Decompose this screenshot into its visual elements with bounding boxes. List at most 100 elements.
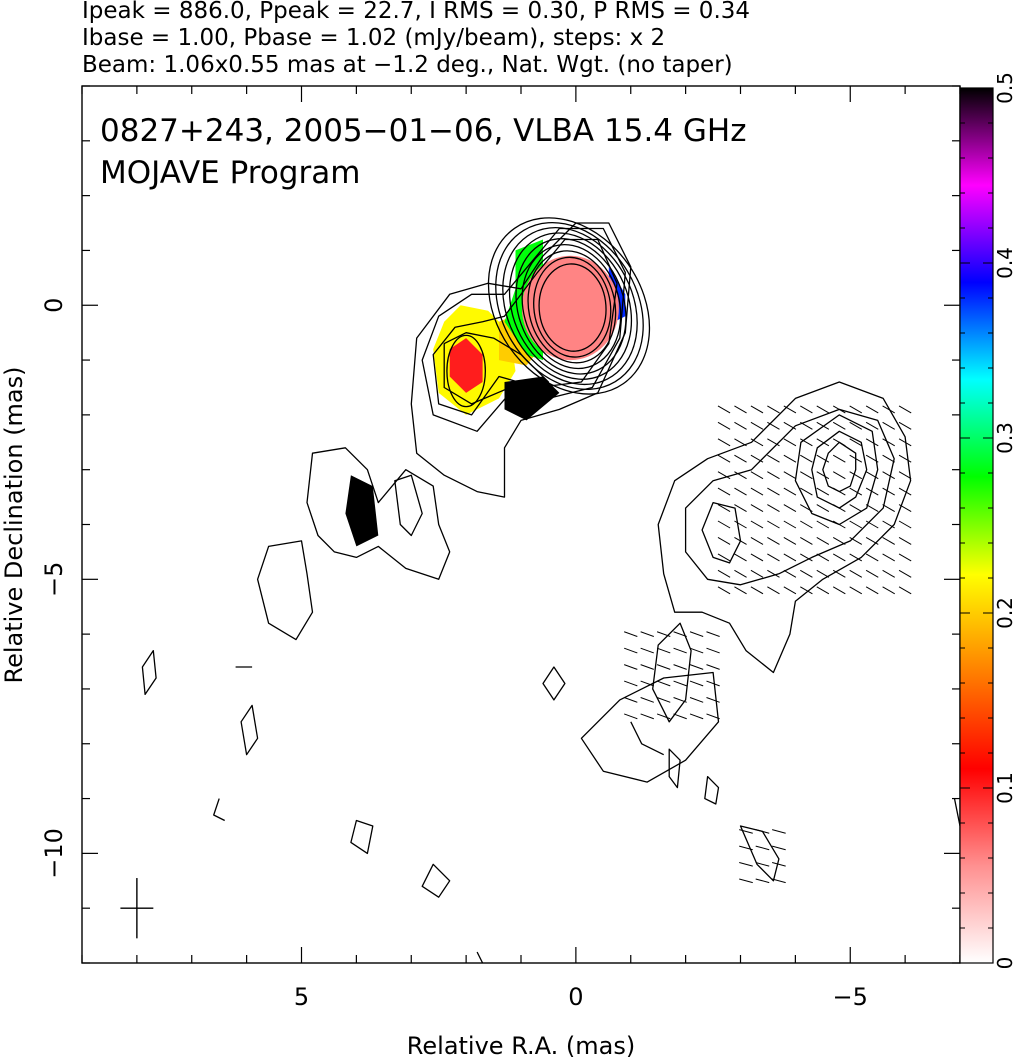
evpa-stick-0 bbox=[717, 421, 731, 430]
contour-far-west-pair-1 bbox=[704, 775, 720, 805]
evpa-stick-2 bbox=[739, 878, 753, 884]
evpa-stick-1 bbox=[624, 713, 638, 720]
evpa-stick-0 bbox=[849, 487, 863, 496]
evpa-stick-1 bbox=[640, 631, 654, 637]
plot-frame bbox=[81, 85, 961, 964]
contour-core-4 bbox=[515, 238, 627, 375]
evpa-stick-1 bbox=[673, 680, 687, 687]
y-axis-label: Relative Declination (mas) bbox=[0, 366, 28, 683]
evpa-stick-1 bbox=[673, 713, 687, 720]
evpa-stick-1 bbox=[689, 631, 704, 637]
evpa-stick-1 bbox=[673, 647, 687, 654]
evpa-stick-0 bbox=[750, 405, 764, 414]
evpa-stick-0 bbox=[882, 504, 895, 512]
evpa-stick-0 bbox=[865, 553, 879, 562]
evpa-stick-0 bbox=[865, 454, 879, 463]
evpa-stick-0 bbox=[832, 405, 846, 414]
evpa-stick-0 bbox=[734, 520, 747, 529]
evpa-stick-0 bbox=[750, 421, 764, 430]
evpa-stick-0 bbox=[783, 471, 797, 480]
evpa-stick-1 bbox=[624, 680, 638, 687]
evpa-stick-1 bbox=[640, 697, 654, 703]
evpa-stick-0 bbox=[717, 553, 731, 562]
evpa-stick-0 bbox=[816, 586, 830, 595]
evpa-stick-0 bbox=[800, 553, 813, 562]
evpa-stick-0 bbox=[898, 487, 912, 496]
contour-core-3 bbox=[508, 232, 633, 380]
evpa-stick-0 bbox=[767, 405, 780, 414]
contour-core-0 bbox=[487, 217, 651, 395]
evpa-stick-1 bbox=[640, 713, 654, 720]
evpa-stick-0 bbox=[882, 537, 895, 545]
evpa-stick-2 bbox=[755, 845, 770, 851]
evpa-stick-0 bbox=[717, 504, 731, 512]
x-axis-label: Relative R.A. (mas) bbox=[407, 1032, 635, 1060]
evpa-stick-0 bbox=[800, 569, 813, 578]
evpa-stick-0 bbox=[717, 537, 731, 545]
evpa-stick-0 bbox=[849, 569, 863, 578]
evpa-stick-0 bbox=[734, 504, 747, 512]
evpa-stick-0 bbox=[849, 438, 863, 447]
evpa-stick-0 bbox=[750, 520, 764, 529]
evpa-stick-2 bbox=[772, 862, 786, 867]
evpa-stick-0 bbox=[734, 586, 747, 595]
contour-mid-blob-2 bbox=[652, 622, 692, 723]
evpa-stick-1 bbox=[706, 680, 720, 687]
evpa-stick-0 bbox=[832, 421, 846, 430]
evpa-stick-0 bbox=[783, 569, 797, 578]
evpa-stick-0 bbox=[734, 421, 747, 430]
evpa-stick-0 bbox=[832, 569, 846, 578]
evpa-stick-1 bbox=[706, 647, 720, 654]
evpa-stick-1 bbox=[706, 713, 720, 720]
contour-small-knots-5 bbox=[476, 951, 484, 963]
header-line-1: Ipeak = 886.0, Ppeak = 22.7, I RMS = 0.3… bbox=[82, 0, 751, 24]
contour-jet-0 bbox=[421, 227, 626, 432]
cb-tick-label: 0 bbox=[993, 957, 1017, 970]
evpa-stick-1 bbox=[673, 697, 687, 703]
evpa-stick-0 bbox=[717, 471, 731, 480]
evpa-stick-0 bbox=[849, 471, 863, 480]
evpa-stick-0 bbox=[849, 504, 863, 512]
evpa-stick-1 bbox=[624, 631, 638, 637]
evpa-stick-0 bbox=[865, 487, 879, 496]
contour-jet-1 bbox=[432, 238, 618, 416]
evpa-stick-0 bbox=[898, 454, 912, 463]
evpa-stick-0 bbox=[832, 438, 846, 447]
evpa-stick-0 bbox=[882, 471, 895, 480]
evpa-stick-0 bbox=[750, 454, 764, 463]
evpa-stick-0 bbox=[783, 553, 797, 562]
evpa-stick-0 bbox=[816, 438, 830, 447]
evpa-stick-1 bbox=[689, 680, 704, 687]
evpa-stick-0 bbox=[882, 586, 895, 595]
evpa-stick-0 bbox=[882, 454, 895, 463]
evpa-stick-1 bbox=[640, 647, 654, 654]
evpa-stick-0 bbox=[800, 537, 813, 545]
contour-far-west-pair-0 bbox=[668, 748, 681, 789]
contour-south-knot-0 bbox=[306, 447, 451, 580]
contour-envelope bbox=[410, 222, 632, 498]
evpa-stick-0 bbox=[783, 520, 797, 529]
evpa-stick-1 bbox=[673, 664, 687, 670]
evpa-stick-1 bbox=[656, 647, 671, 654]
contour-east-far-knot-0 bbox=[394, 474, 423, 537]
contour-west-blob-2 bbox=[794, 414, 879, 526]
evpa-stick-0 bbox=[816, 421, 830, 430]
contour-layer bbox=[141, 217, 960, 963]
evpa-stick-0 bbox=[800, 586, 813, 595]
evpa-stick-0 bbox=[816, 454, 830, 463]
x-tick-label: 5 bbox=[294, 983, 309, 1011]
contour-west-blob-4 bbox=[822, 441, 857, 493]
evpa-stick-0 bbox=[717, 487, 731, 496]
evpa-stick-0 bbox=[865, 586, 879, 595]
evpa-stick-0 bbox=[750, 569, 764, 578]
evpa-stick-2 bbox=[772, 878, 786, 884]
evpa-stick-0 bbox=[800, 471, 813, 480]
evpa-stick-2 bbox=[772, 845, 786, 851]
evpa-stick-0 bbox=[734, 471, 747, 480]
evpa-stick-0 bbox=[898, 471, 912, 480]
evpa-stick-0 bbox=[865, 520, 879, 529]
evpa-stick-0 bbox=[767, 421, 780, 430]
evpa-stick-0 bbox=[832, 586, 846, 595]
y-tick-label: −5 bbox=[40, 562, 68, 597]
evpa-stick-0 bbox=[783, 438, 797, 447]
